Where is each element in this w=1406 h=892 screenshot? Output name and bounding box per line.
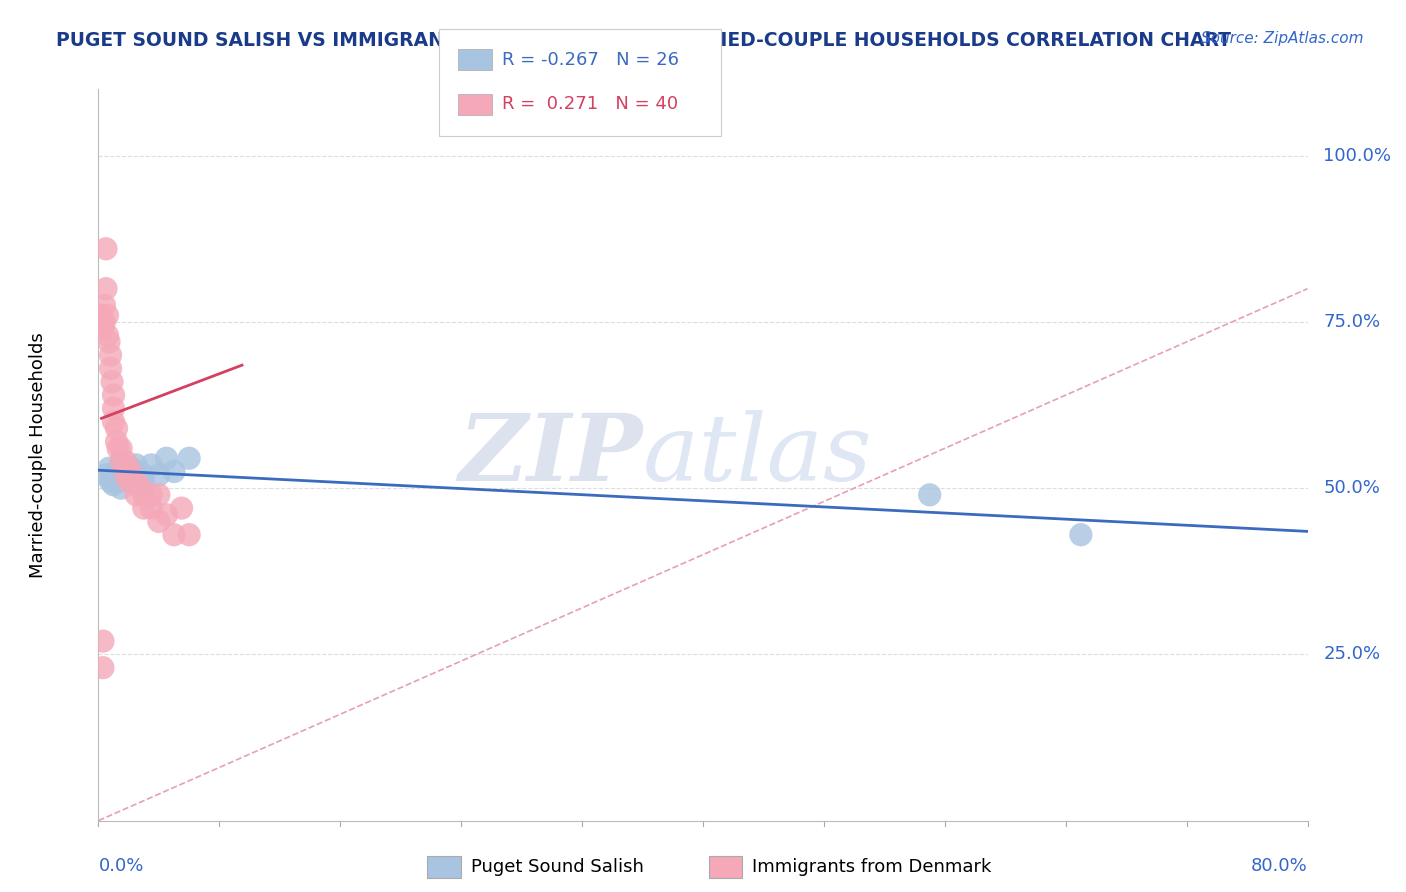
Point [103,478,125,492]
Point [91,661,114,675]
Point [105,434,128,449]
Point [141,501,163,516]
Text: 100.0%: 100.0% [1323,146,1392,165]
Text: 75.0%: 75.0% [1323,313,1381,331]
Point [93,315,115,329]
Point [94,467,117,482]
Point [141,488,163,502]
Point [90,308,112,322]
Point [155,508,177,522]
Point [141,458,163,472]
Point [1070,527,1092,541]
Point [103,471,125,485]
Point [103,467,125,482]
Point [118,461,141,475]
Text: 80.0%: 80.0% [1251,857,1308,875]
Text: R =  0.271   N = 40: R = 0.271 N = 40 [502,95,678,113]
Point [98,334,121,349]
Point [125,471,148,485]
Point [103,415,125,429]
Text: Source: ZipAtlas.com: Source: ZipAtlas.com [1201,31,1364,46]
Point [155,451,177,466]
Point [118,465,141,479]
Point [132,501,155,516]
Text: Married-couple Households: Married-couple Households [30,332,46,578]
Point [132,488,155,502]
Point [96,308,118,322]
Point [125,488,148,502]
Point [103,401,125,416]
Point [105,465,128,479]
Point [105,475,128,489]
Point [94,282,117,296]
Text: Immigrants from Denmark: Immigrants from Denmark [752,858,991,876]
Point [163,527,186,541]
Point [110,481,132,495]
Text: 25.0%: 25.0% [1323,646,1381,664]
Point [114,454,136,468]
Point [100,361,122,376]
Text: atlas: atlas [643,410,872,500]
Text: 50.0%: 50.0% [1323,479,1381,497]
Point [148,515,170,529]
Point [96,328,118,343]
Point [91,634,114,648]
Point [114,467,136,482]
Point [170,501,193,516]
Point [125,475,148,489]
Point [107,442,129,456]
Point [118,475,141,489]
Point [91,321,114,335]
Point [101,375,124,389]
Point [121,461,143,475]
Point [148,467,170,482]
Point [129,481,152,495]
Point [163,465,186,479]
Point [118,475,141,489]
Text: Puget Sound Salish: Puget Sound Salish [471,858,644,876]
Point [148,488,170,502]
Point [132,478,155,492]
Point [93,298,115,312]
Point [110,454,132,468]
Point [94,242,117,256]
Point [110,454,132,468]
Text: R = -0.267   N = 26: R = -0.267 N = 26 [502,51,679,69]
Text: 0.0%: 0.0% [98,857,143,875]
Point [121,467,143,482]
Point [179,527,201,541]
Point [918,488,941,502]
Point [110,442,132,456]
Point [105,421,128,435]
Text: PUGET SOUND SALISH VS IMMIGRANTS FROM DENMARK MARRIED-COUPLE HOUSEHOLDS CORRELAT: PUGET SOUND SALISH VS IMMIGRANTS FROM DE… [56,31,1232,50]
Point [125,458,148,472]
Point [179,451,201,466]
Point [100,475,122,489]
Point [103,388,125,402]
Point [98,461,121,475]
Text: ZIP: ZIP [458,410,643,500]
Point [100,348,122,362]
Point [132,467,155,482]
Point [110,467,132,482]
Point [114,471,136,485]
